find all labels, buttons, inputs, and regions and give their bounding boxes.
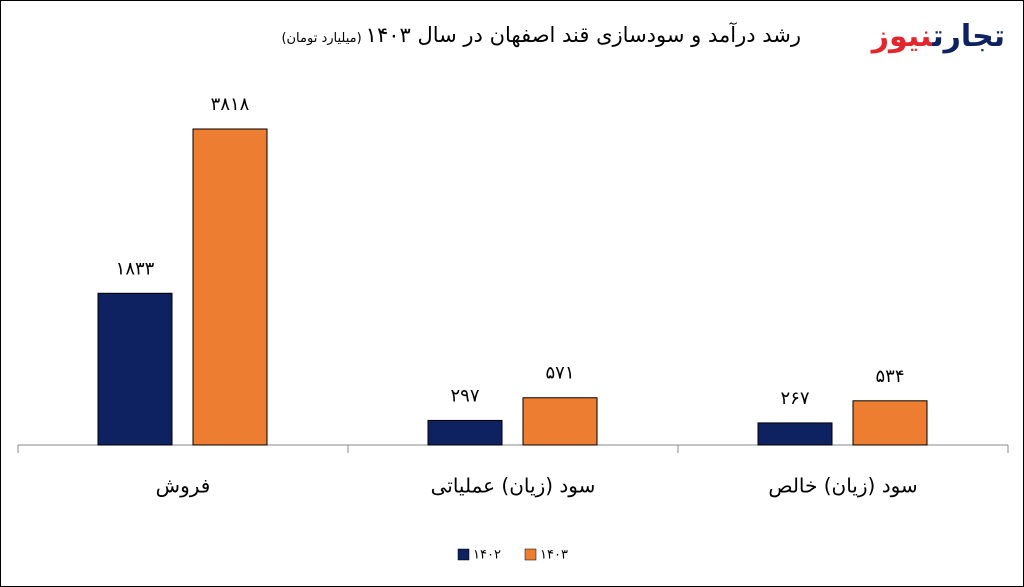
value-label: ۳۸۱۸ [211,94,250,115]
logo-part: تجارت [932,19,1005,54]
logo-part: نیوز [871,19,933,54]
legend-swatch [457,548,470,561]
value-label: ۱۸۳۳ [116,258,155,279]
value-label: ۵۳۴ [875,366,904,387]
bar [192,128,268,446]
bar [522,397,598,446]
legend-swatch [524,548,537,561]
x-tick-label: فروش [156,474,211,498]
value-label: ۵۷۱ [545,363,574,384]
value-label: ۲۹۷ [450,385,479,406]
bar [757,422,833,446]
legend-label: ۱۴۰۳ [540,548,568,563]
chart-title: رشد درآمد و سودسازی قند اصفهان در سال ۱۴… [365,23,801,47]
logo: تجارتنیوز [872,19,1005,54]
value-label: ۲۶۷ [780,388,809,409]
x-tick-label: سود (زیان) خالص [768,474,917,498]
legend-label: ۱۴۰۲ [473,548,501,563]
bar [427,419,503,446]
chart-subtitle: (میلیارد تومان) [281,31,362,46]
x-tick-label: سود (زیان) عملیاتی [431,474,596,498]
bar [852,400,928,446]
bar [97,292,173,446]
title-block: رشد درآمد و سودسازی قند اصفهان در سال ۱۴… [281,23,801,47]
